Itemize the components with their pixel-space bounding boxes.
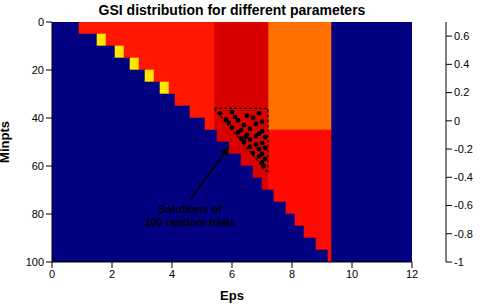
svg-text:0.6: 0.6 bbox=[454, 30, 469, 42]
svg-text:Eps: Eps bbox=[220, 288, 244, 303]
svg-text:12: 12 bbox=[406, 268, 418, 280]
svg-text:-1: -1 bbox=[454, 256, 464, 268]
svg-text:60: 60 bbox=[32, 160, 44, 172]
svg-text:0: 0 bbox=[454, 115, 460, 127]
svg-text:Minpts: Minpts bbox=[8, 121, 12, 163]
svg-text:-0.6: -0.6 bbox=[454, 199, 473, 211]
svg-text:10: 10 bbox=[346, 268, 358, 280]
svg-text:2: 2 bbox=[109, 268, 115, 280]
svg-text:Solutions of100 random trials: Solutions of100 random trials bbox=[144, 203, 235, 228]
html-text:GSI distribution for different: GSI distribution for different parameter… bbox=[98, 2, 366, 18]
svg-text:20: 20 bbox=[32, 64, 44, 76]
svg-text:80: 80 bbox=[32, 208, 44, 220]
svg-text:-0.8: -0.8 bbox=[454, 228, 473, 240]
svg-text:0.4: 0.4 bbox=[454, 58, 469, 70]
svg-text:0: 0 bbox=[38, 16, 44, 28]
svg-text:8: 8 bbox=[289, 268, 295, 280]
svg-text:100: 100 bbox=[26, 256, 44, 268]
svg-text:0: 0 bbox=[49, 268, 55, 280]
svg-text:-0.2: -0.2 bbox=[454, 143, 473, 155]
svg-text:0.2: 0.2 bbox=[454, 86, 469, 98]
svg-text:6: 6 bbox=[229, 268, 235, 280]
svg-text:4: 4 bbox=[169, 268, 175, 280]
svg-text:-0.4: -0.4 bbox=[454, 171, 473, 183]
svg-text:40: 40 bbox=[32, 112, 44, 124]
